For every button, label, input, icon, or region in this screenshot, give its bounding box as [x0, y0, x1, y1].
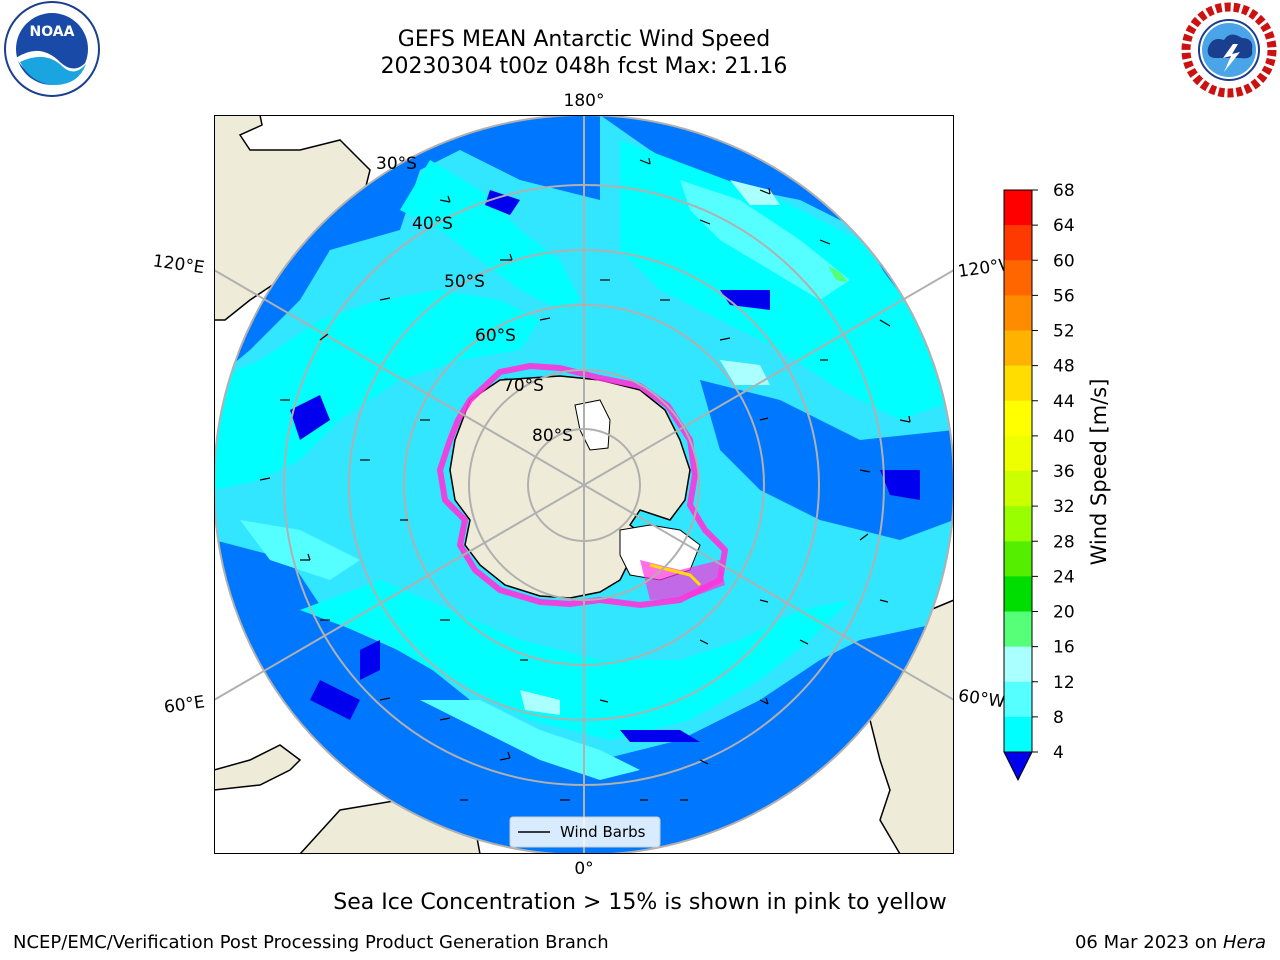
colorbar-segment [1004, 576, 1032, 612]
parallel-label: 70°S [503, 376, 544, 396]
colorbar-tick-label: 56 [1053, 286, 1075, 306]
parallel-label: 60°S [475, 326, 516, 346]
parallel-labels: 30°S 40°S 50°S 60°S 70°S 80°S [376, 154, 573, 446]
map-legend: Wind Barbs [509, 816, 661, 848]
colorbar-segment [1004, 716, 1032, 753]
colorbar-segment [1004, 190, 1032, 226]
colorbar-segment [1004, 541, 1032, 577]
colorbar-tick-label: 32 [1053, 497, 1075, 517]
chart-title: GEFS MEAN Antarctic Wind Speed [397, 27, 771, 52]
legend-label: Wind Barbs [560, 823, 646, 841]
colorbar-tick-label: 24 [1053, 567, 1075, 587]
colorbar-tick-label: 64 [1053, 216, 1075, 236]
colorbar-segment [1004, 681, 1032, 718]
sea-ice-edge [437, 363, 728, 608]
svg-text:NOAA: NOAA [30, 24, 75, 40]
nws-logo [1181, 2, 1277, 98]
colorbar-tick-label: 12 [1053, 673, 1075, 693]
colorbar-tick-label: 52 [1053, 322, 1075, 342]
colorbar-segment [1004, 260, 1032, 296]
footer-machine: Hera [1222, 932, 1266, 953]
meridian-label-upper-left: 120°E [152, 251, 206, 278]
colorbar-segment [1004, 646, 1032, 683]
colorbar-tick-label: 40 [1053, 427, 1075, 447]
colorbar-tick-label: 36 [1053, 462, 1075, 482]
parallel-label: 30°S [376, 154, 417, 174]
colorbar-tick-label: 68 [1053, 181, 1075, 201]
colorbar-segment [1004, 295, 1032, 331]
colorbar-segment [1004, 400, 1032, 437]
colorbar-segment [1004, 506, 1032, 542]
colorbar-segment [1004, 435, 1032, 472]
colorbar-tick-label: 44 [1053, 392, 1075, 412]
meridian-label-lower-right: 60°W [957, 686, 1006, 712]
meridian-label-bottom: 0° [574, 859, 593, 879]
noaa-logo: NOAA [4, 1, 100, 97]
colorbar-label: Wind Speed [m/s] [1087, 379, 1111, 566]
colorbar-segment [1004, 471, 1032, 507]
wind-barbs [259, 157, 911, 801]
colorbar-segment [1004, 225, 1032, 261]
colorbar-tick-label: 16 [1053, 638, 1075, 658]
parallel-label: 50°S [444, 272, 485, 292]
colorbar-tick-label: 20 [1053, 603, 1075, 623]
footer-date: 06 Mar 2023 on Hera [1075, 932, 1266, 953]
colorbar-segment [1004, 365, 1032, 402]
colorbar-segment [1004, 611, 1032, 648]
footer-organization: NCEP/EMC/Verification Post Processing Pr… [13, 932, 609, 953]
colorbar-tick-label: 48 [1053, 357, 1075, 377]
chart-subtitle: 20230304 t00z 048h fcst Max: 21.16 [380, 54, 788, 79]
colorbar-extension [1003, 751, 1033, 782]
meridian-label-lower-left: 60°E [163, 692, 206, 717]
graticule [214, 115, 954, 854]
parallel-label: 80°S [532, 426, 573, 446]
colorbar: 68 64 60 56 52 48 44 40 36 32 28 24 20 16 12 8 4 [1003, 181, 1075, 782]
colorbar-tick-label: 60 [1053, 251, 1075, 271]
colorbar-tick-label: 28 [1053, 532, 1075, 552]
colorbar-segment [1004, 330, 1032, 367]
footer-date-text: 06 Mar 2023 on [1074, 932, 1223, 953]
meridian-label-top: 180° [564, 91, 605, 111]
parallel-label: 40°S [412, 214, 453, 234]
colorbar-tick-label: 8 [1053, 708, 1064, 728]
sea-ice-caption: Sea Ice Concentration > 15% is shown in … [333, 890, 947, 915]
colorbar-tick-label: 4 [1053, 743, 1064, 763]
